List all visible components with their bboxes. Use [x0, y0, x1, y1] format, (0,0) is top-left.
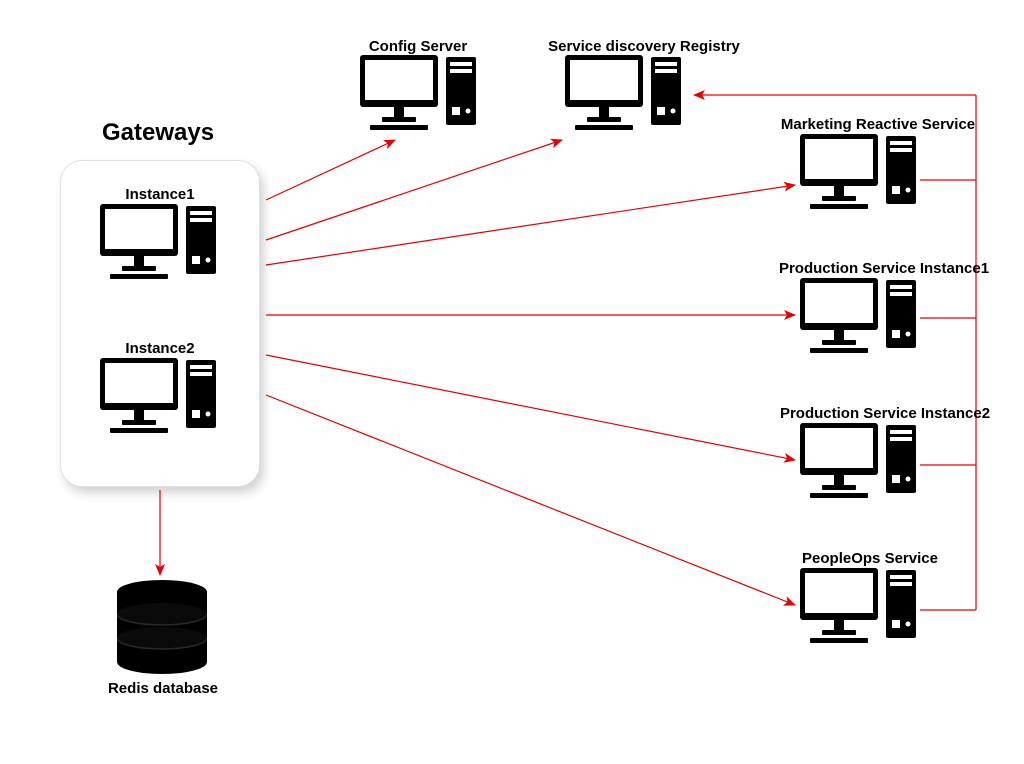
registry-label: Service discovery Registry	[548, 38, 740, 55]
gateways-heading: Gateways	[102, 119, 214, 147]
computer-icon	[565, 55, 685, 135]
instance1-node	[100, 204, 220, 289]
edge-peopleops	[266, 395, 795, 605]
computer-icon	[800, 568, 920, 648]
prod1-label: Production Service Instance1	[779, 260, 989, 277]
config-node	[360, 55, 480, 140]
computer-icon	[360, 55, 480, 135]
edge-prod2	[266, 355, 795, 460]
instance2-label: Instance2	[125, 340, 194, 357]
edge-config	[266, 140, 395, 200]
peopleops-label: PeopleOps Service	[802, 550, 938, 567]
registry-node	[565, 55, 685, 140]
computer-icon	[800, 278, 920, 358]
database-icon	[117, 580, 207, 675]
prod2-label: Production Service Instance2	[780, 405, 990, 422]
computer-icon	[800, 134, 920, 214]
peopleops-node	[800, 568, 920, 653]
computer-icon	[100, 204, 220, 284]
redis-label: Redis database	[108, 680, 218, 697]
redis-node	[117, 580, 207, 680]
marketing-label: Marketing Reactive Service	[781, 116, 975, 133]
edge-marketing	[266, 185, 795, 265]
config-label: Config Server	[369, 38, 467, 55]
computer-icon	[100, 358, 220, 438]
instance1-label: Instance1	[125, 186, 194, 203]
prod2-node	[800, 423, 920, 508]
computer-icon	[800, 423, 920, 503]
prod1-node	[800, 278, 920, 363]
marketing-node	[800, 134, 920, 219]
edge-registry	[266, 140, 562, 240]
instance2-node	[100, 358, 220, 443]
